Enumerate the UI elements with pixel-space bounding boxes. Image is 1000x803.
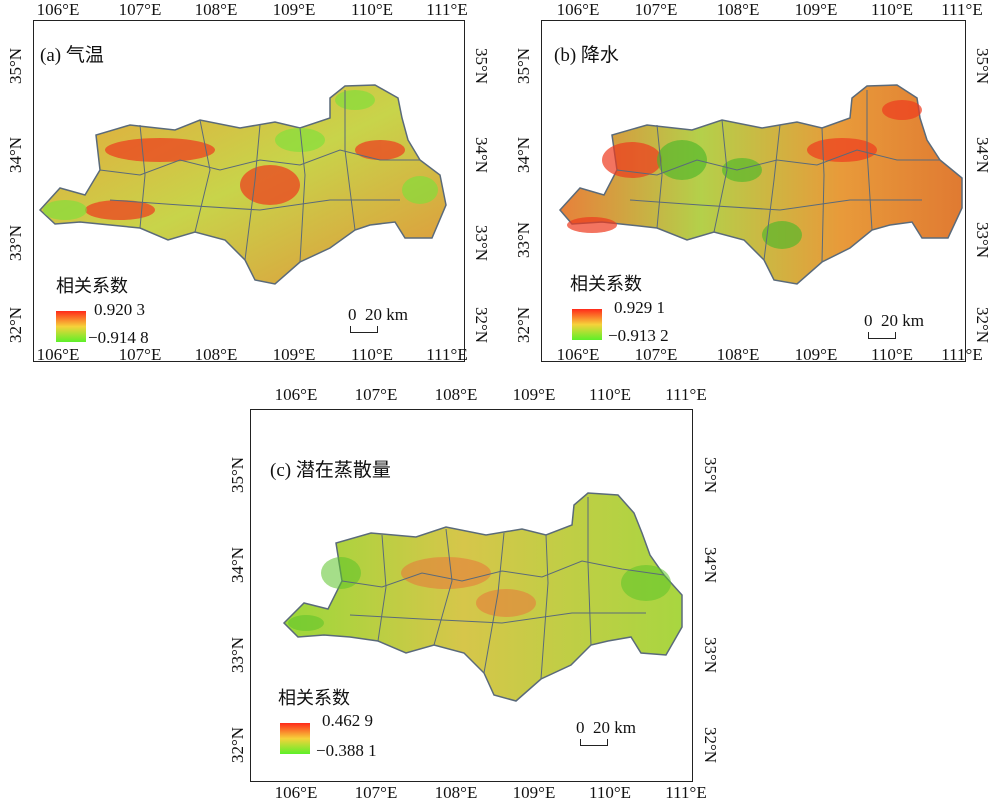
lat-tick-right: 33°N bbox=[701, 636, 720, 674]
lon-tick-bottom: 111°E bbox=[941, 345, 983, 364]
lon-tick-bottom: 108°E bbox=[194, 345, 238, 364]
lon-tick-bottom: 108°E bbox=[716, 345, 760, 364]
hot-patches-b bbox=[567, 100, 922, 233]
lat-tick-right: 35°N bbox=[472, 47, 491, 85]
lat-tick-left: 33°N bbox=[6, 224, 25, 262]
lat-tick-left: 32°N bbox=[514, 306, 533, 344]
legend-title: 相关系数 bbox=[570, 274, 642, 295]
map-panel-a: 106°E 107°E 108°E 109°E 110°E 111°E 106°… bbox=[0, 0, 500, 372]
lon-tick-bottom: 106°E bbox=[274, 783, 318, 802]
lon-tick-top: 106°E bbox=[36, 0, 80, 19]
lat-tick-left: 33°N bbox=[514, 221, 533, 259]
lon-tick-top: 110°E bbox=[350, 0, 394, 19]
lat-tick-left: 34°N bbox=[228, 546, 247, 584]
scale-label: 0 20 km bbox=[576, 718, 636, 737]
lon-tick-bottom: 110°E bbox=[870, 345, 914, 364]
panel-title: (c) 潜在蒸散量 bbox=[270, 460, 391, 481]
lon-tick-top: 107°E bbox=[354, 385, 398, 404]
legend-color-bar bbox=[56, 311, 86, 342]
cool-patches-b bbox=[657, 140, 802, 249]
cool-patches-a bbox=[43, 90, 438, 220]
lon-tick-bottom: 109°E bbox=[794, 345, 838, 364]
county-boundaries-c bbox=[341, 497, 665, 680]
legend-min: −0.388 1 bbox=[316, 741, 377, 760]
scale-bar bbox=[868, 332, 896, 339]
lat-tick-right: 33°N bbox=[472, 224, 491, 262]
lon-tick-top: 107°E bbox=[118, 0, 162, 19]
legend-color-bar bbox=[280, 723, 310, 754]
lat-tick-right: 35°N bbox=[973, 47, 992, 85]
warm-patches-c bbox=[401, 557, 536, 617]
lon-tick-top: 111°E bbox=[941, 0, 983, 19]
map-panel-b: 106°E 107°E 108°E 109°E 110°E 111°E 106°… bbox=[512, 0, 1000, 372]
lat-tick-right: 35°N bbox=[701, 456, 720, 494]
lon-tick-top: 106°E bbox=[556, 0, 600, 19]
panel-title: (b) 降水 bbox=[554, 45, 619, 66]
lon-tick-top: 108°E bbox=[434, 385, 478, 404]
scale-bar bbox=[580, 739, 608, 746]
region-map-a bbox=[38, 84, 447, 285]
lat-tick-right: 32°N bbox=[472, 306, 491, 344]
lon-tick-bottom: 111°E bbox=[665, 783, 707, 802]
county-boundaries-b bbox=[616, 90, 940, 263]
lat-tick-left: 34°N bbox=[514, 136, 533, 174]
legend-min: −0.914 8 bbox=[88, 328, 149, 347]
lon-tick-top: 107°E bbox=[634, 0, 678, 19]
lat-tick-left: 33°N bbox=[228, 636, 247, 674]
lat-tick-right: 33°N bbox=[973, 221, 992, 259]
lat-tick-left: 32°N bbox=[6, 306, 25, 344]
lon-tick-bottom: 108°E bbox=[434, 783, 478, 802]
lon-tick-bottom: 109°E bbox=[272, 345, 316, 364]
scale-bar bbox=[350, 326, 378, 333]
lon-tick-top: 108°E bbox=[194, 0, 238, 19]
lon-tick-bottom: 110°E bbox=[350, 345, 394, 364]
lon-tick-top: 111°E bbox=[665, 385, 707, 404]
lon-tick-bottom: 110°E bbox=[588, 783, 632, 802]
lon-tick-top: 110°E bbox=[870, 0, 914, 19]
lon-tick-bottom: 107°E bbox=[634, 345, 678, 364]
lon-tick-top: 106°E bbox=[274, 385, 318, 404]
lat-tick-left: 34°N bbox=[6, 136, 25, 174]
lat-tick-right: 34°N bbox=[472, 136, 491, 174]
legend-color-bar bbox=[572, 309, 602, 340]
legend-min: −0.913 2 bbox=[608, 326, 669, 345]
map-panel-c: 106°E 107°E 108°E 109°E 110°E 111°E 106°… bbox=[246, 383, 726, 803]
lat-tick-right: 34°N bbox=[973, 136, 992, 174]
lat-tick-right: 32°N bbox=[973, 306, 992, 344]
lon-tick-bottom: 111°E bbox=[426, 345, 468, 364]
lon-tick-top: 109°E bbox=[794, 0, 838, 19]
legend-max: 0.462 9 bbox=[322, 711, 373, 730]
county-boundaries-a bbox=[99, 90, 420, 263]
region-map-c bbox=[282, 492, 683, 702]
lon-tick-bottom: 109°E bbox=[512, 783, 556, 802]
legend-max: 0.920 3 bbox=[94, 300, 145, 319]
lat-tick-left: 35°N bbox=[514, 47, 533, 85]
lat-tick-left: 35°N bbox=[6, 47, 25, 85]
lat-tick-right: 32°N bbox=[701, 726, 720, 764]
region-shape-b bbox=[558, 84, 963, 285]
panel-title: (a) 气温 bbox=[40, 45, 104, 66]
lat-tick-left: 32°N bbox=[228, 726, 247, 764]
region-map-b bbox=[558, 84, 963, 285]
legend-title: 相关系数 bbox=[278, 688, 350, 709]
lon-tick-top: 108°E bbox=[716, 0, 760, 19]
legend-title: 相关系数 bbox=[56, 276, 128, 297]
lat-tick-right: 34°N bbox=[701, 546, 720, 584]
scale-label: 0 20 km bbox=[348, 305, 408, 324]
lat-tick-left: 35°N bbox=[228, 456, 247, 494]
lon-tick-top: 109°E bbox=[272, 0, 316, 19]
lon-tick-bottom: 106°E bbox=[556, 345, 600, 364]
lon-tick-top: 111°E bbox=[426, 0, 468, 19]
lon-tick-bottom: 106°E bbox=[36, 345, 80, 364]
legend-max: 0.929 1 bbox=[614, 298, 665, 317]
lon-tick-top: 110°E bbox=[588, 385, 632, 404]
lon-tick-top: 109°E bbox=[512, 385, 556, 404]
scale-label: 0 20 km bbox=[864, 311, 924, 330]
lon-tick-bottom: 107°E bbox=[118, 345, 162, 364]
lon-tick-bottom: 107°E bbox=[354, 783, 398, 802]
